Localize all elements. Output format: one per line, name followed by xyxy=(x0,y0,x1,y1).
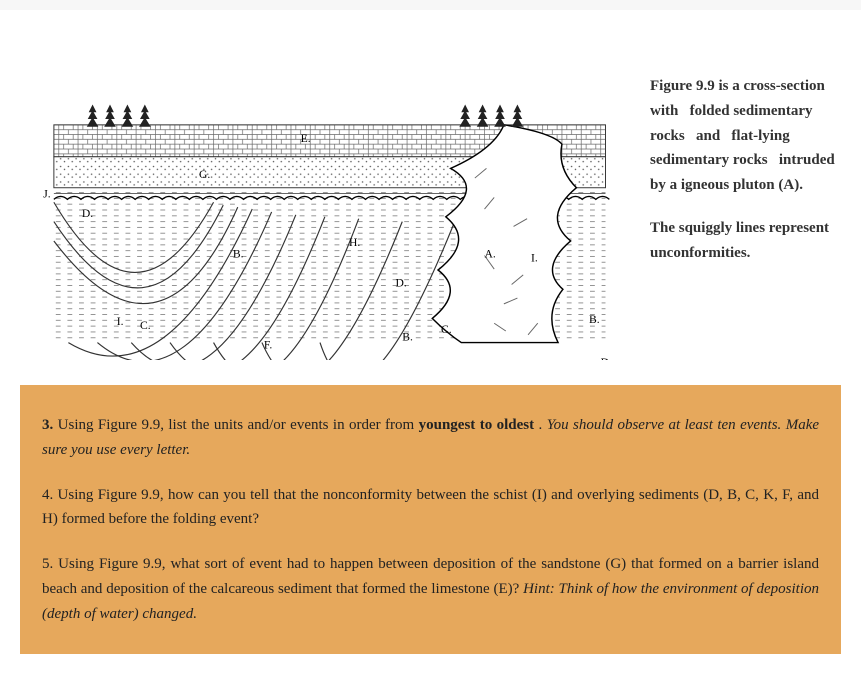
svg-text:B.: B. xyxy=(233,247,244,260)
content-wrap: J. E. G. D. H. B. A. I. D. I. C. F. C. B. B. D. Figure … xyxy=(0,10,861,674)
svg-text:I.: I. xyxy=(117,315,124,328)
caption-p1: Figure 9.9 is a cross-section with folde… xyxy=(650,74,841,198)
caption-p2-lead: The squiggly lines represent xyxy=(650,220,829,236)
figure-caption: Figure 9.9 is a cross-section with folde… xyxy=(650,30,841,283)
caption-p2: The squiggly lines represent unconformit… xyxy=(650,216,841,266)
q3-text: Using Figure 9.9, list the units and/or … xyxy=(53,417,418,433)
questions-box: 3. Using Figure 9.9, list the units and/… xyxy=(20,385,841,654)
svg-text:B.: B. xyxy=(402,331,413,344)
q3-after: . xyxy=(534,417,547,433)
figure-section: J. E. G. D. H. B. A. I. D. I. C. F. C. B. B. D. Figure … xyxy=(20,30,841,360)
svg-text:A.: A. xyxy=(485,247,496,260)
svg-text:J.: J. xyxy=(43,187,51,200)
caption-mid: and xyxy=(696,128,720,144)
caption-p2-phrase: unconformities xyxy=(650,245,747,261)
q3-num: 3. xyxy=(42,417,53,433)
svg-text:I.: I. xyxy=(531,251,538,264)
svg-text:C.: C. xyxy=(441,323,452,336)
svg-text:D.: D. xyxy=(395,276,406,289)
svg-text:G.: G. xyxy=(199,168,210,181)
svg-text:F.: F. xyxy=(264,338,273,351)
figure-diagram: J. E. G. D. H. B. A. I. D. I. C. F. C. B. B. D. xyxy=(20,30,620,360)
svg-text:C.: C. xyxy=(140,319,151,332)
question-4: 4. Using Figure 9.9, how can you tell th… xyxy=(42,483,819,533)
question-5: 5. Using Figure 9.9, what sort of event … xyxy=(42,552,819,626)
caption-p2-end: . xyxy=(747,245,751,261)
svg-text:D.: D. xyxy=(82,207,93,220)
svg-text:B.: B. xyxy=(589,313,600,326)
q3-bold: youngest to oldest xyxy=(419,417,535,433)
svg-text:H.: H. xyxy=(349,236,360,249)
svg-text:D.: D. xyxy=(601,356,612,360)
svg-text:E.: E. xyxy=(301,132,311,145)
header-bar xyxy=(0,0,861,10)
question-3: 3. Using Figure 9.9, list the units and/… xyxy=(42,413,819,463)
